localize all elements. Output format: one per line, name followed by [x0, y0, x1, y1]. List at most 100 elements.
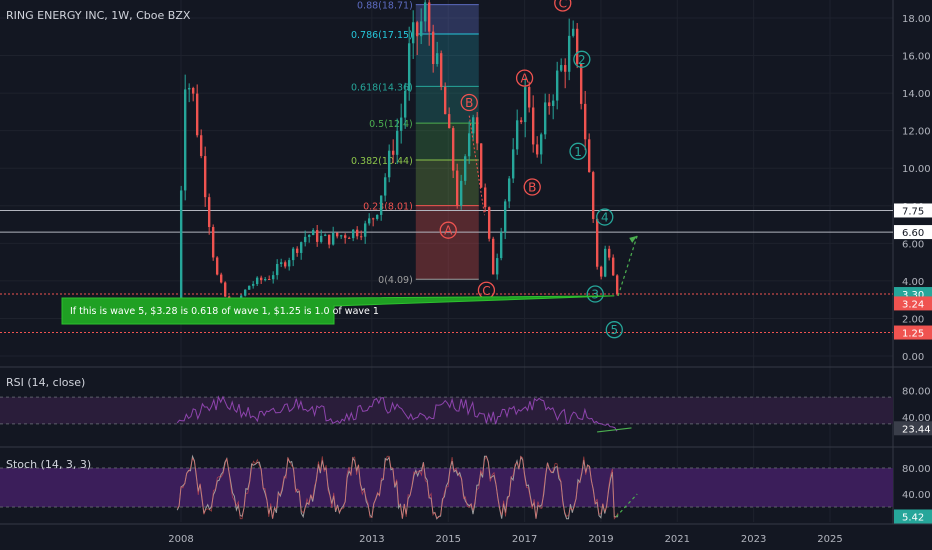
candle-body [527, 87, 531, 108]
candle-body [531, 107, 535, 145]
wave-label-circle [573, 50, 591, 68]
candle-body [203, 156, 207, 198]
candle-body [339, 235, 343, 237]
fib-level-label: 0.618(14.36) [351, 82, 413, 93]
candle-body [547, 102, 551, 106]
candle-body [307, 235, 311, 237]
candle-body [223, 282, 227, 297]
candle-body [543, 102, 547, 135]
candle-body [271, 275, 275, 280]
stoch-value-badge [894, 509, 932, 524]
candle-body [463, 156, 467, 181]
candle-body [267, 279, 271, 281]
candle-body [483, 187, 487, 208]
candle-body [479, 143, 483, 188]
candle-body [615, 275, 619, 295]
time-tick-label: 2015 [436, 534, 461, 545]
candle-body [387, 150, 391, 178]
candle-body [611, 257, 615, 276]
wave-label-circle [460, 93, 478, 112]
candle-body [587, 139, 591, 173]
price-tick-label: 2.00 [902, 314, 924, 325]
stoch-tick-label: 80.00 [902, 464, 931, 475]
candle-body [343, 235, 347, 238]
candle-body [455, 170, 459, 206]
wave-label-text: 3 [591, 288, 599, 302]
candle-body [259, 277, 263, 281]
candle-body [555, 70, 559, 101]
price-label-text: 7.75 [902, 206, 924, 217]
time-tick-label: 2025 [817, 534, 842, 545]
candle-body [315, 230, 319, 242]
candle-body [503, 201, 507, 233]
price-label-text: 6.60 [902, 228, 924, 239]
candle-body [243, 289, 247, 296]
candle-body [399, 117, 403, 131]
wave-label-circle [554, 0, 572, 12]
candle-body [195, 93, 199, 136]
candle-body [443, 87, 447, 115]
candle-body [255, 277, 259, 285]
stoch-value-text: 5.42 [902, 512, 924, 523]
candle-body [363, 223, 367, 237]
candle-body [551, 100, 555, 106]
fib-zone [415, 33, 479, 87]
price-label-badge [894, 225, 932, 240]
projection-arrowhead [629, 235, 638, 243]
candle-body [371, 218, 375, 220]
fib-level-label: 0.23(8.01) [363, 202, 413, 213]
candle-body [327, 234, 331, 245]
price-tick-label: 16.00 [902, 52, 931, 63]
candle-body [599, 266, 603, 277]
candle-body [279, 262, 283, 264]
candle-body [415, 22, 419, 37]
candle-body [375, 214, 379, 219]
stoch-tick-label: 40.00 [902, 490, 931, 501]
fib-zone [415, 86, 479, 124]
price-tick-label: 0.00 [902, 352, 924, 363]
price-tick-label: 4.00 [902, 277, 924, 288]
projection-arrow [617, 235, 638, 297]
time-tick-label: 2021 [665, 534, 690, 545]
candle-body [591, 172, 595, 219]
candle-body [579, 63, 583, 104]
wave-label-text: B [465, 96, 473, 110]
candle-body [603, 248, 607, 277]
annotation-layer: If this is wave 5, $3.28 is 0.618 of wav… [61, 115, 638, 325]
wave-connector [468, 115, 485, 216]
candle-body [295, 248, 299, 253]
candle-body [515, 120, 519, 150]
candle-body [511, 149, 515, 179]
wave-label-circle [569, 142, 587, 160]
candle-body [519, 120, 523, 123]
candle-body [487, 207, 491, 239]
time-tick-label: 2013 [359, 534, 384, 545]
annotation-callout [61, 295, 615, 325]
price-candles [175, 0, 619, 313]
candle-body [403, 90, 407, 118]
wave-label-text: 1 [574, 145, 582, 159]
candle-body [391, 150, 395, 155]
price-label-text: 1.25 [902, 329, 924, 340]
candle-body [347, 237, 351, 239]
axes: 0.002.004.006.008.0010.0012.0014.0016.00… [168, 14, 932, 545]
candle-body [199, 135, 203, 157]
candle-body [607, 248, 611, 258]
wave-label-circle [523, 178, 541, 196]
candle-body [331, 232, 335, 245]
candle-body [383, 177, 387, 196]
candle-body [191, 87, 195, 94]
fib-zone [415, 159, 479, 206]
candle-body [499, 232, 503, 259]
fib-level-label: 0.786(17.15) [351, 30, 413, 41]
candle-body [419, 21, 423, 37]
candle-body [491, 238, 495, 275]
candle-body [179, 190, 183, 308]
candle-body [427, 2, 431, 32]
wave-label-text: 2 [578, 53, 586, 67]
candle-body [351, 229, 355, 239]
candle-body [523, 87, 527, 123]
candle-body [247, 285, 251, 290]
